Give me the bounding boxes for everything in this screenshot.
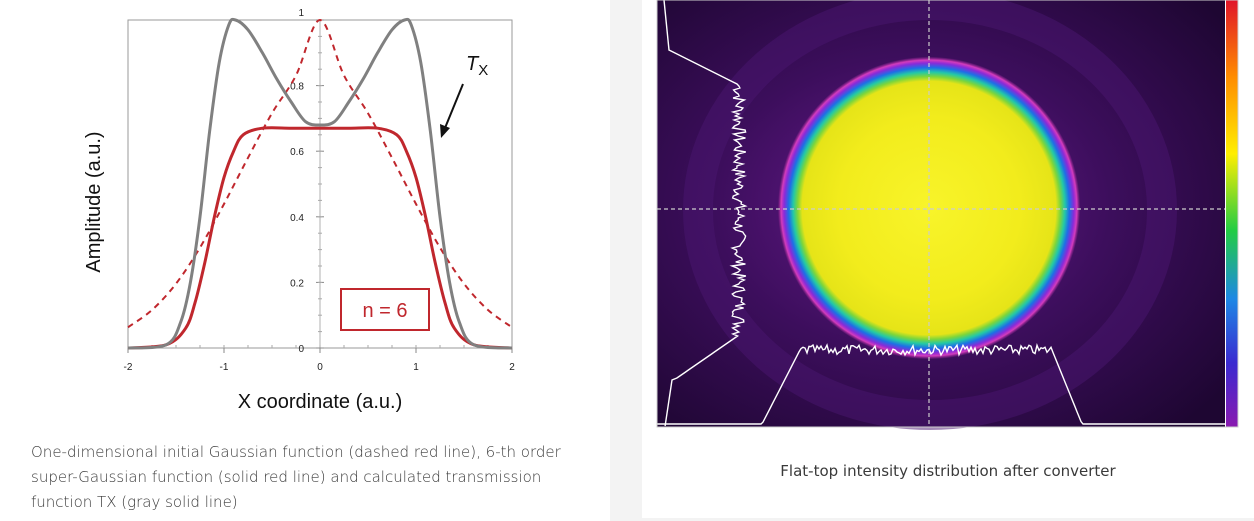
colorbar <box>1226 0 1238 427</box>
y-tick-label: 1 <box>298 8 304 19</box>
y-tick-label: 0.6 <box>290 147 304 158</box>
vertical-profile-curve <box>663 0 748 427</box>
x-axis-label: X coordinate (a.u.) <box>238 391 403 413</box>
x-tick-label: 1 <box>413 362 419 373</box>
tx-arrow <box>444 83 464 129</box>
right-figure-card <box>642 0 1254 518</box>
left-figure-card: -2 -1 0 1 2 0 0.2 0.4 0.6 0.8 1 Amplitude (a.u.) X… <box>0 0 610 521</box>
x-tick-label: 0 <box>317 362 323 373</box>
y-axis-label: Amplitude (a.u.) <box>83 131 105 272</box>
n-box <box>340 288 430 331</box>
beam-profile-image <box>656 0 1239 430</box>
x-tick-label: 2 <box>509 362 515 373</box>
y-tick-label: 0.4 <box>290 213 304 224</box>
tx-annotation: TX <box>466 53 488 79</box>
x-tick-label: -2 <box>124 362 133 373</box>
gaussian-chart: -2 -1 0 1 2 0 0.2 0.4 0.6 0.8 1 Amplitude (a.u.) X… <box>83 8 515 413</box>
tx-arrowhead <box>440 124 450 138</box>
y-tick-label: 0.8 <box>290 82 304 93</box>
transmission-curve <box>127 17 513 350</box>
super-gaussian-curve <box>127 126 513 350</box>
image-frame <box>656 0 1239 428</box>
left-figure-caption: One-dimensional initial Gaussian functio… <box>31 443 561 511</box>
flat-top-spot <box>778 57 1080 359</box>
y-tick-label: 0.2 <box>290 278 304 289</box>
beam-halo <box>683 0 1177 430</box>
gaussian-dashed-curve <box>127 18 513 329</box>
n-annotation: n = 6 <box>362 300 407 322</box>
horizontal-profile-curve <box>657 342 1225 425</box>
x-tick-label: -1 <box>220 362 229 373</box>
right-figure-caption: Flat-top intensity distribution after co… <box>780 462 1116 480</box>
y-tick-label: 0 <box>298 344 304 355</box>
